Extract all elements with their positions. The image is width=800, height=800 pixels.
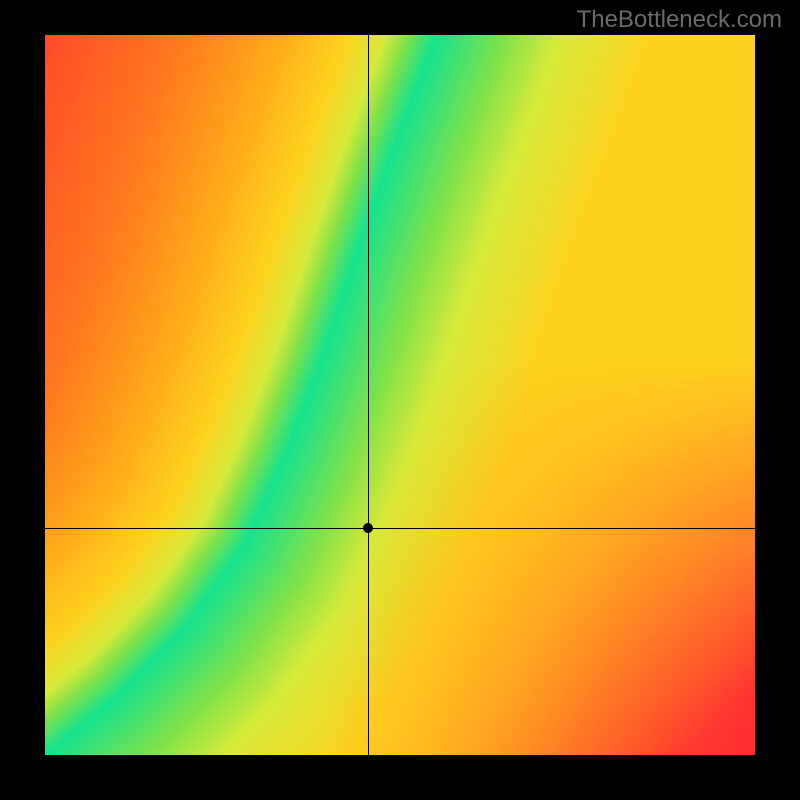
- crosshair-vertical: [368, 35, 369, 755]
- marker-dot: [363, 523, 373, 533]
- crosshair-horizontal: [45, 528, 755, 529]
- chart-container: TheBottleneck.com: [0, 0, 800, 800]
- watermark-text: TheBottleneck.com: [577, 6, 782, 34]
- plot-area: [45, 35, 755, 755]
- heatmap-canvas: [45, 35, 755, 755]
